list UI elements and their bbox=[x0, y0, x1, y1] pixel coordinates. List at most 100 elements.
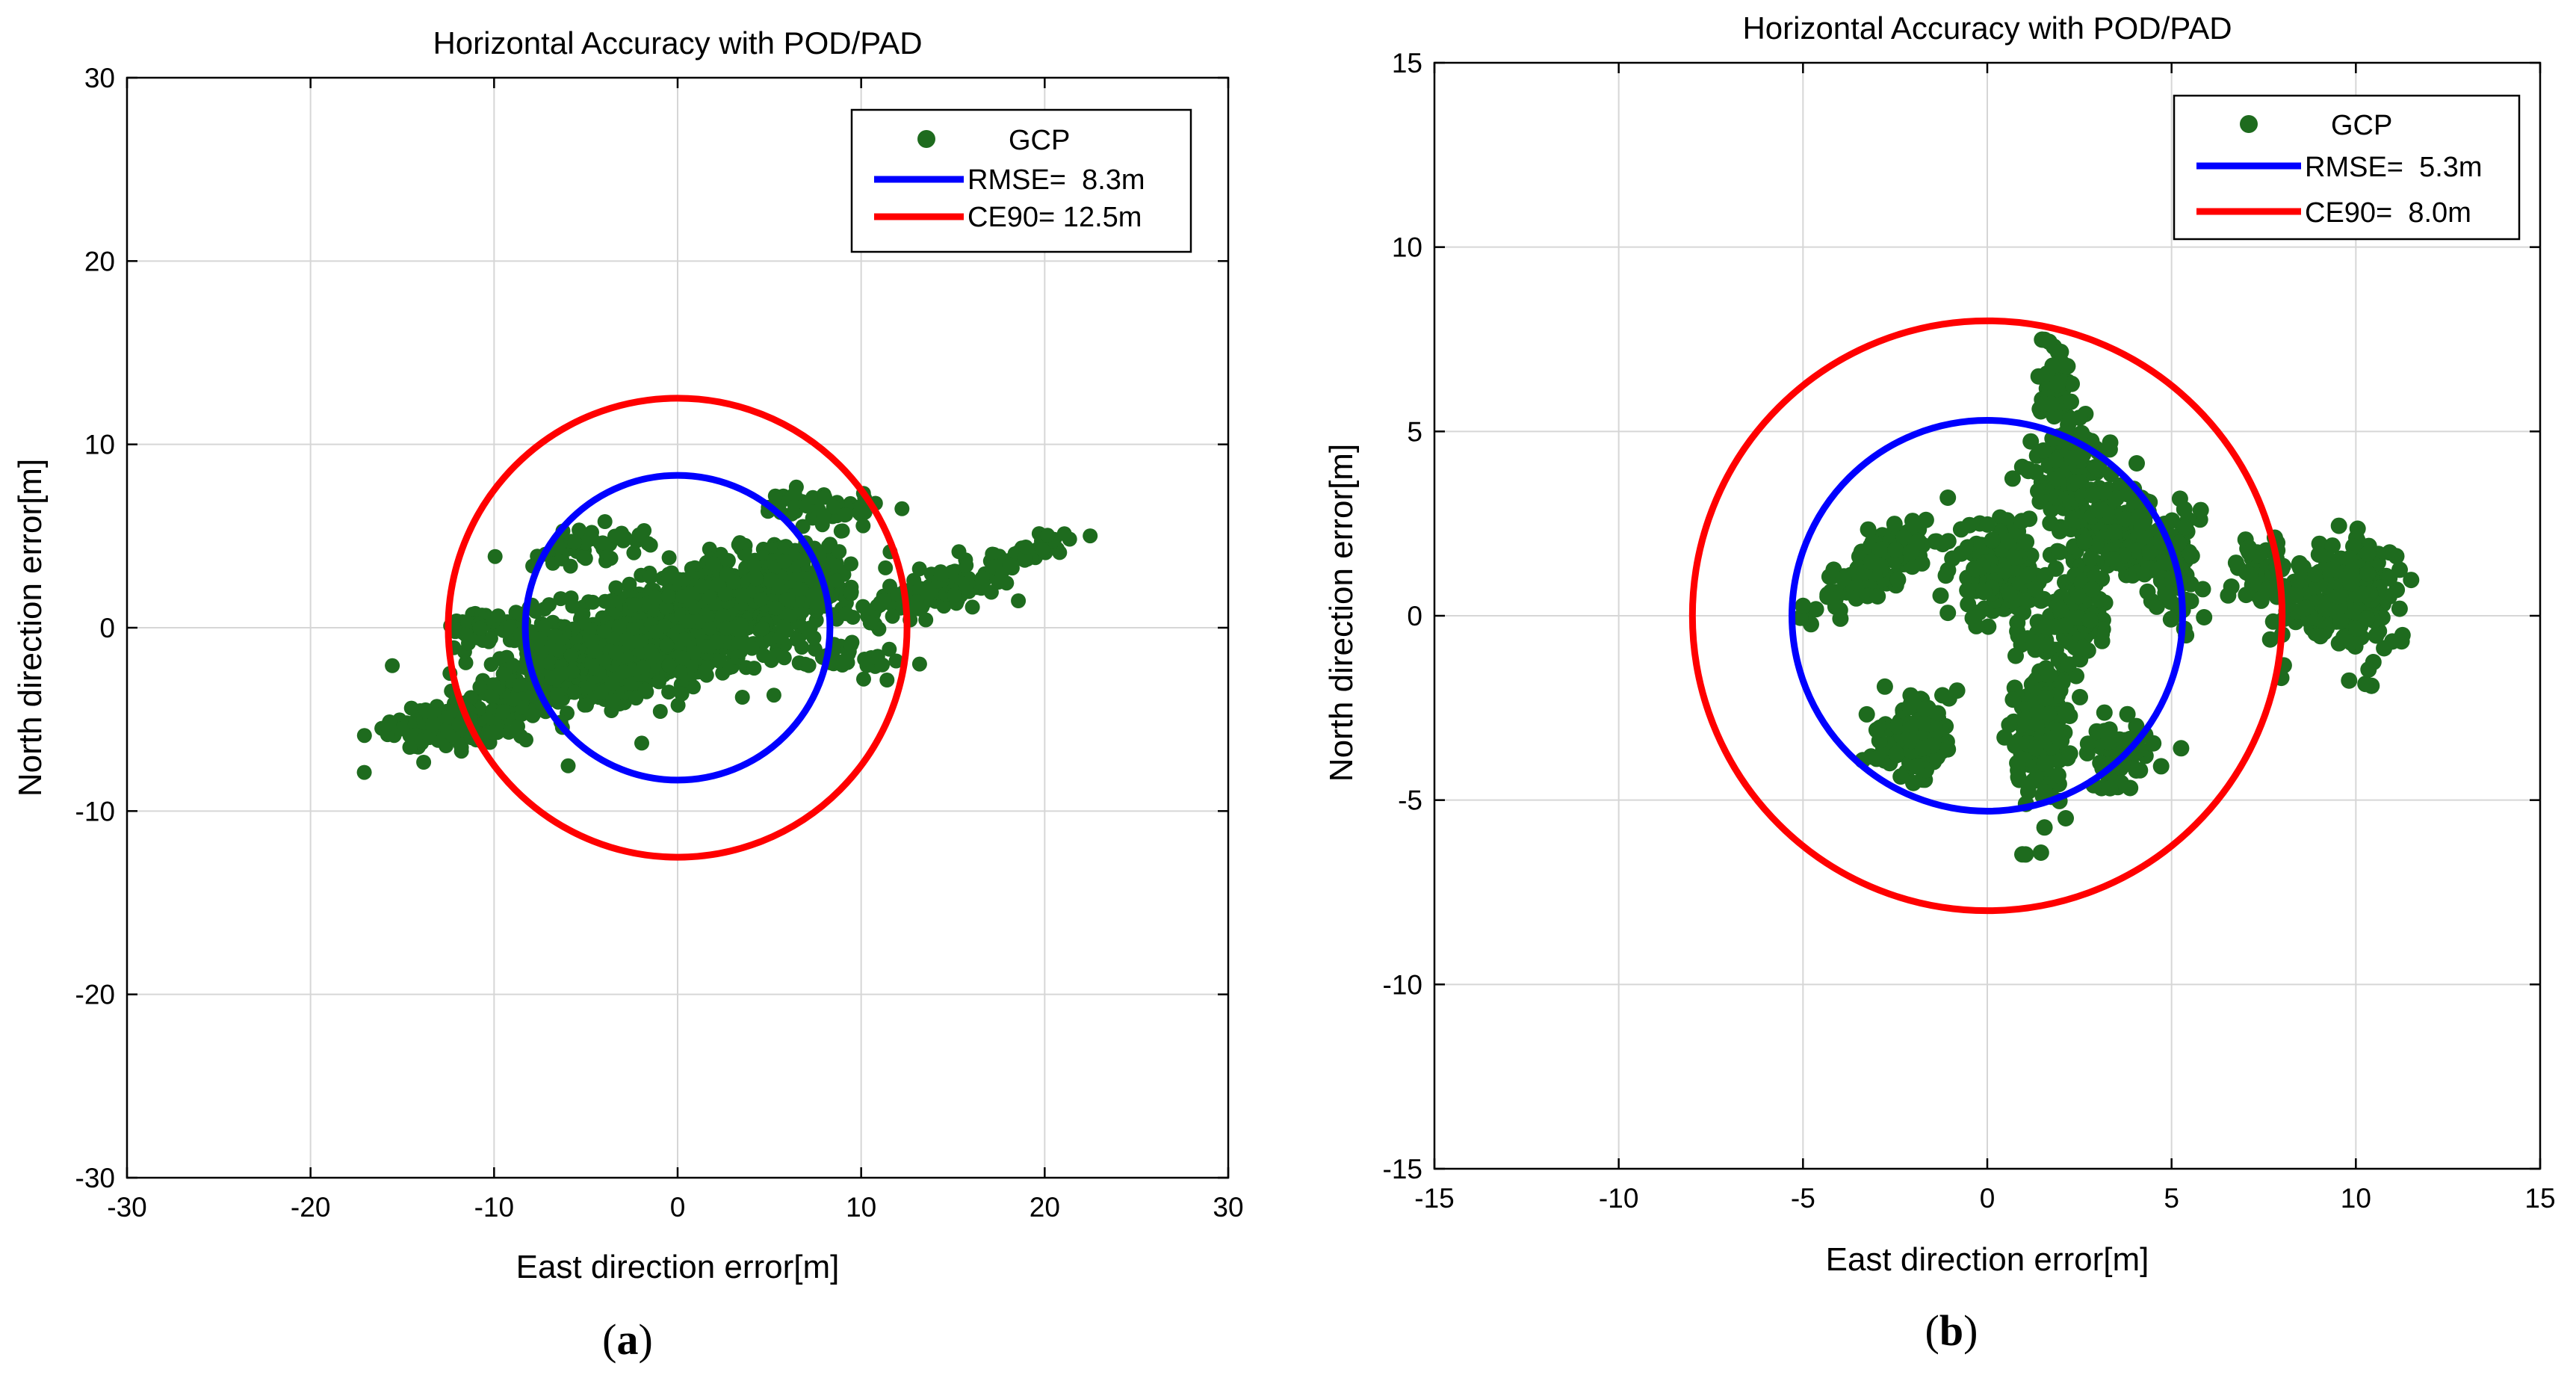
gcp-point bbox=[2312, 628, 2329, 645]
gcp-point bbox=[792, 581, 807, 597]
gcp-point bbox=[611, 619, 627, 634]
gcp-point bbox=[1018, 540, 1034, 554]
gcp-point bbox=[2173, 740, 2190, 757]
rmse-circle bbox=[521, 472, 834, 784]
gcp-point bbox=[911, 656, 927, 672]
gcp-point bbox=[643, 643, 659, 658]
gcp-point bbox=[530, 655, 545, 670]
gcp-point bbox=[2403, 572, 2420, 589]
gcp-point bbox=[2376, 640, 2393, 657]
gcp-point bbox=[421, 730, 437, 745]
gcp-point bbox=[595, 535, 610, 551]
gcp-point bbox=[2073, 424, 2090, 442]
y-tick-label: -10 bbox=[75, 796, 115, 827]
gcp-point bbox=[2105, 551, 2122, 568]
y-tick-label: 0 bbox=[1407, 601, 1422, 631]
x-tick-label: -20 bbox=[291, 1192, 330, 1223]
gcp-point bbox=[711, 653, 727, 669]
gcp-point bbox=[843, 637, 859, 652]
gcp-point bbox=[2063, 450, 2081, 466]
gcp-point bbox=[2076, 533, 2093, 550]
gcp-point bbox=[608, 580, 624, 596]
gcp-point bbox=[2075, 640, 2091, 657]
gcp-point bbox=[2297, 599, 2315, 617]
ce90-circle bbox=[445, 395, 911, 861]
gcp-point bbox=[882, 641, 897, 657]
gcp-point bbox=[735, 588, 751, 603]
gcp-point bbox=[485, 724, 500, 740]
gcp-point bbox=[458, 627, 474, 643]
gcp-point bbox=[652, 704, 668, 719]
gcp-point bbox=[549, 687, 565, 702]
gcp-point bbox=[2348, 620, 2365, 637]
gcp-point bbox=[2332, 613, 2350, 630]
gcp-point bbox=[2038, 637, 2055, 654]
gcp-point bbox=[674, 686, 690, 702]
gcp-point bbox=[2159, 588, 2176, 605]
x-tick-label: 10 bbox=[846, 1192, 876, 1223]
gcp-point bbox=[2059, 358, 2076, 375]
gcp-point bbox=[2264, 613, 2282, 630]
gcp-point bbox=[597, 514, 613, 529]
gcp-point bbox=[1916, 700, 1933, 717]
tick-labels-b: -15 -10 -5 0 5 10 15 -15 -10 -5 0 5 10 15 bbox=[1383, 48, 2556, 1214]
gcp-point bbox=[563, 558, 578, 574]
gcp-point bbox=[579, 697, 594, 713]
gcp-point bbox=[631, 634, 646, 649]
gcp-point bbox=[697, 664, 713, 679]
gcp-point bbox=[2036, 783, 2053, 800]
gcp-point bbox=[2318, 601, 2334, 618]
gcp-point bbox=[991, 575, 1006, 590]
gcp-point bbox=[2081, 611, 2099, 628]
gcp-point bbox=[2001, 717, 2018, 733]
panel-label-a: a bbox=[617, 1315, 639, 1364]
gcp-point bbox=[702, 620, 717, 636]
gcp-point bbox=[671, 572, 687, 587]
gcp-point bbox=[832, 544, 847, 560]
gcp-point bbox=[719, 566, 734, 582]
gcp-point bbox=[1017, 550, 1032, 566]
gcp-point bbox=[643, 569, 658, 584]
gcp-point bbox=[1868, 750, 1885, 767]
gcp-point bbox=[888, 653, 904, 669]
gcp-point bbox=[911, 601, 927, 617]
gcp-point bbox=[686, 679, 701, 695]
gcp-point bbox=[381, 716, 397, 732]
gcp-point bbox=[777, 554, 793, 569]
gcp-point bbox=[2394, 626, 2411, 643]
gcp-point bbox=[862, 615, 878, 631]
gcp-point bbox=[1980, 618, 1997, 635]
gcp-point bbox=[2040, 667, 2058, 684]
gcp-point bbox=[1795, 597, 1812, 614]
gcp-point bbox=[816, 507, 832, 523]
gcp-point bbox=[483, 657, 499, 673]
gcp-point bbox=[2176, 501, 2193, 518]
gcp-point bbox=[658, 599, 674, 615]
gcp-point bbox=[2036, 819, 2053, 836]
gcp-point bbox=[2022, 433, 2040, 450]
gcp-point bbox=[1858, 705, 1875, 723]
accuracy-circles-b bbox=[1688, 317, 2286, 915]
gcp-point bbox=[637, 682, 653, 698]
gcp-point bbox=[533, 631, 548, 646]
gcp-point bbox=[403, 700, 419, 716]
gcp-point bbox=[2330, 517, 2347, 534]
gcp-point bbox=[605, 693, 621, 708]
gcp-point bbox=[2156, 554, 2173, 571]
gcp-point bbox=[2342, 575, 2359, 592]
gcp-point bbox=[2054, 673, 2071, 690]
gcp-point bbox=[2049, 727, 2066, 744]
gcp-point bbox=[1932, 587, 1949, 605]
gcp-point bbox=[2093, 570, 2111, 587]
gcp-point bbox=[2102, 434, 2119, 451]
gcp-point bbox=[485, 677, 501, 693]
gcp-point bbox=[2139, 583, 2156, 600]
gcp-point bbox=[894, 501, 910, 516]
x-tick-label: 15 bbox=[2524, 1183, 2555, 1214]
gcp-point bbox=[2001, 585, 2018, 602]
gcp-point bbox=[2006, 549, 2023, 566]
gcp-point bbox=[806, 630, 822, 646]
gcp-point bbox=[2088, 723, 2105, 740]
gcp-point bbox=[753, 592, 769, 607]
gcp-point bbox=[936, 599, 952, 614]
